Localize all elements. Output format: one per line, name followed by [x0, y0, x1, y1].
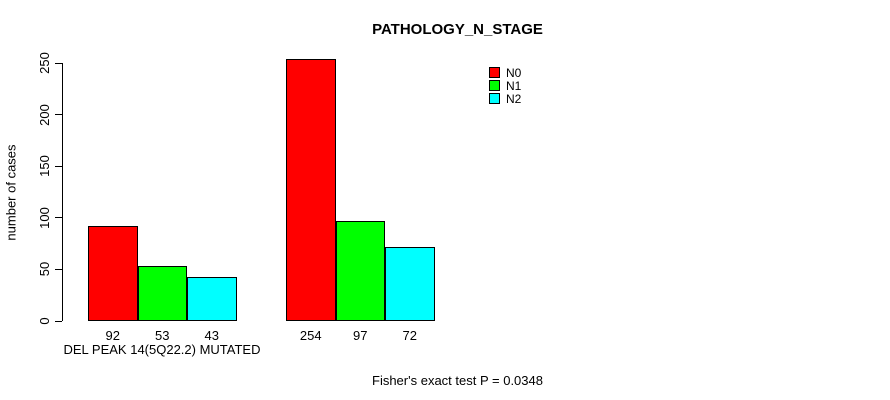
y-tick-label: 50 [37, 262, 52, 277]
y-tick-mark [55, 62, 62, 64]
legend-swatch-icon [489, 93, 500, 104]
y-tick-mark [55, 217, 62, 219]
legend-item-n0: N0 [489, 66, 521, 79]
legend: N0 N1 N2 [489, 66, 521, 105]
bar-value-label: 254 [299, 328, 322, 343]
legend-label: N2 [506, 91, 522, 106]
y-tick-mark [55, 165, 62, 167]
y-tick-mark [55, 114, 62, 116]
bar-n0-group2 [286, 58, 336, 321]
bar-value-label: 43 [204, 328, 219, 343]
bar-value-label: 72 [402, 328, 417, 343]
bar-n1-group2 [335, 220, 385, 321]
y-tick-label: 0 [37, 317, 52, 325]
y-tick-label: 250 [37, 52, 52, 74]
bar-value-label: 53 [155, 328, 170, 343]
y-axis-line [62, 63, 63, 321]
bar-n1-group1 [137, 266, 187, 321]
bar-value-label: 97 [353, 328, 368, 343]
bar-n2-group1 [187, 276, 237, 321]
bar-n0-group1 [88, 226, 138, 321]
stat-annotation: Fisher's exact test P = 0.0348 [372, 373, 543, 388]
chart-title: PATHOLOGY_N_STAGE [372, 21, 543, 38]
legend-swatch-icon [489, 67, 500, 78]
legend-item-n1: N1 [489, 79, 521, 92]
y-tick-mark [55, 320, 62, 322]
bar-value-label: 92 [105, 328, 120, 343]
bar-n2-group2 [385, 246, 435, 321]
y-tick-label: 200 [37, 103, 52, 126]
y-tick-mark [55, 268, 62, 270]
y-axis-title: number of cases [3, 144, 19, 241]
legend-item-n2: N2 [489, 92, 521, 105]
legend-swatch-icon [489, 80, 500, 91]
y-tick-label: 100 [37, 206, 52, 229]
legend-label: N0 [506, 65, 522, 80]
y-tick-label: 150 [37, 155, 52, 178]
x-category-label: DEL PEAK 14(5Q22.2) MUTATED [63, 342, 261, 357]
legend-label: N1 [506, 78, 522, 93]
